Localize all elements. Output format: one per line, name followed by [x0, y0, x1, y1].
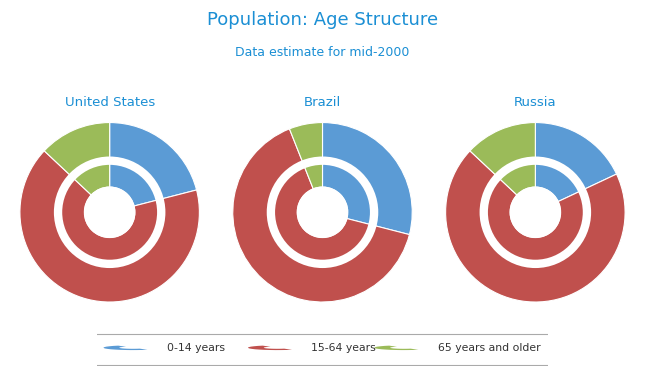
- Text: 15-64 years: 15-64 years: [311, 343, 376, 353]
- Wedge shape: [104, 346, 148, 350]
- Wedge shape: [45, 123, 110, 175]
- Wedge shape: [486, 179, 585, 262]
- Wedge shape: [110, 123, 197, 199]
- Text: United States: United States: [64, 96, 155, 109]
- Wedge shape: [20, 151, 199, 302]
- Circle shape: [84, 187, 135, 238]
- Wedge shape: [74, 163, 110, 195]
- Wedge shape: [233, 129, 410, 302]
- Wedge shape: [499, 163, 535, 195]
- Text: 65 years and older: 65 years and older: [437, 343, 541, 353]
- Wedge shape: [470, 123, 535, 175]
- Circle shape: [484, 161, 587, 264]
- Wedge shape: [248, 346, 292, 350]
- Wedge shape: [60, 179, 159, 262]
- Wedge shape: [535, 123, 617, 189]
- Wedge shape: [535, 163, 580, 202]
- Text: Data estimate for mid-2000: Data estimate for mid-2000: [235, 46, 410, 59]
- Circle shape: [297, 187, 348, 238]
- Circle shape: [510, 187, 561, 238]
- FancyBboxPatch shape: [92, 334, 553, 365]
- Circle shape: [271, 161, 374, 264]
- Wedge shape: [322, 123, 412, 235]
- Text: Population: Age Structure: Population: Age Structure: [207, 11, 438, 29]
- Circle shape: [58, 161, 161, 264]
- Wedge shape: [446, 151, 625, 302]
- Wedge shape: [375, 346, 419, 350]
- Wedge shape: [322, 163, 372, 225]
- Wedge shape: [290, 123, 322, 162]
- Wedge shape: [273, 167, 370, 262]
- Wedge shape: [304, 163, 322, 189]
- Text: Russia: Russia: [514, 96, 557, 109]
- Wedge shape: [110, 163, 157, 206]
- Text: Brazil: Brazil: [304, 96, 341, 109]
- Text: 0-14 years: 0-14 years: [166, 343, 224, 353]
